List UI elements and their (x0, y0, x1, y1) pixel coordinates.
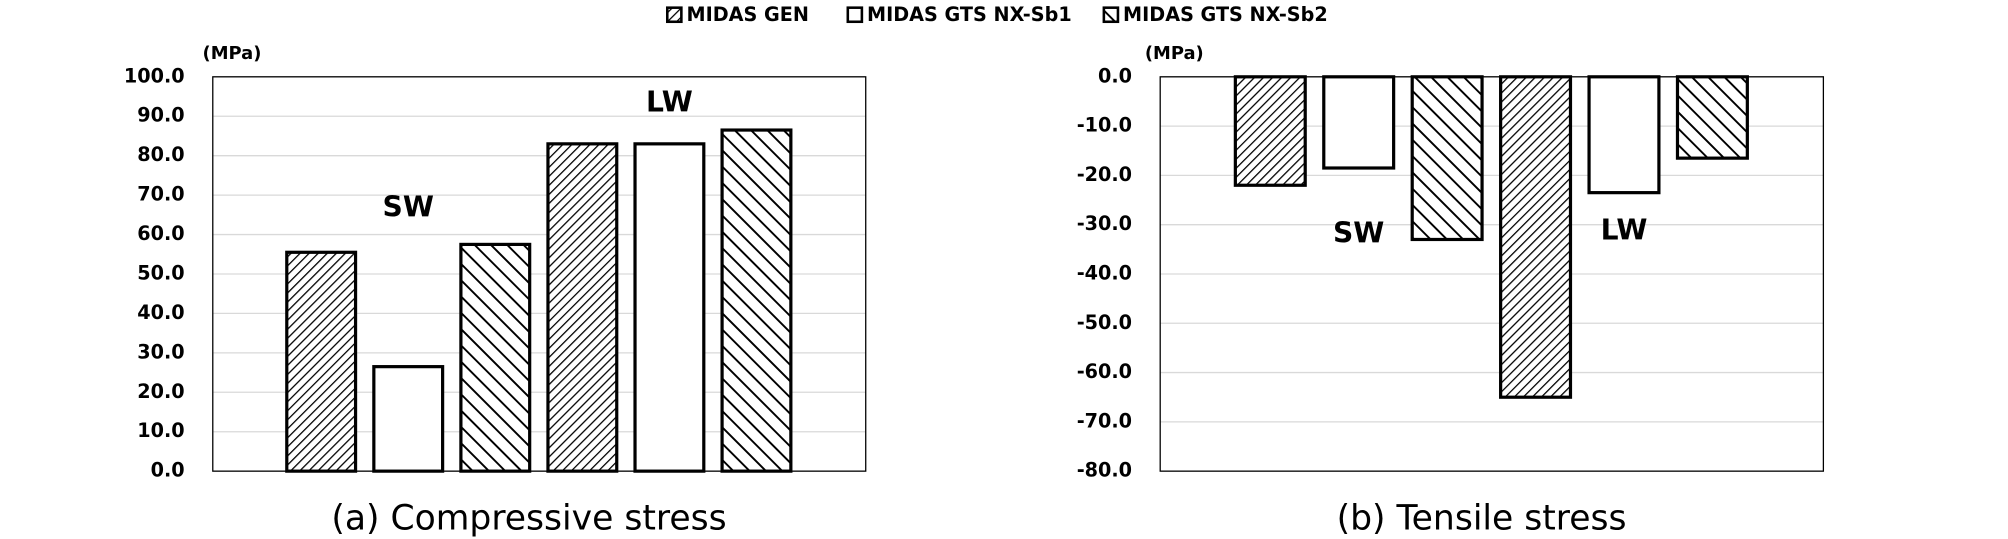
y-tick-label: -10.0 (1077, 114, 1132, 137)
legend-label: MIDAS GTS NX-Sb2 (1123, 3, 1328, 26)
legend-swatch (846, 6, 864, 24)
y-axis-label: (MPa) (1145, 43, 1204, 64)
bar (1233, 75, 1307, 187)
y-tick-label: -70.0 (1077, 409, 1132, 432)
y-tick-label: 90.0 (137, 104, 184, 127)
legend-label: MIDAS GEN (686, 3, 808, 26)
bar (633, 142, 706, 473)
group-label: SW (1333, 216, 1384, 249)
bar (1587, 75, 1661, 195)
legend-swatch (1102, 6, 1120, 24)
y-axis-label: (MPa) (203, 43, 262, 64)
bar (1322, 75, 1396, 170)
bar (459, 242, 532, 473)
y-tick-label: -20.0 (1077, 163, 1132, 186)
caption: (b) Tensile stress (1337, 498, 1627, 538)
bar (1410, 75, 1484, 242)
legend-swatch (666, 6, 683, 24)
y-tick-label: 60.0 (137, 222, 184, 245)
plot-border (212, 76, 867, 472)
caption: (a) Compressive stress (331, 498, 726, 538)
y-tick-label: -50.0 (1077, 311, 1132, 334)
plot-border (1159, 76, 1825, 472)
bar (285, 250, 358, 473)
y-tick-label: 20.0 (137, 380, 184, 403)
group-label: LW (646, 86, 693, 119)
bar (546, 142, 619, 473)
legend-label: MIDAS GTS NX-Sb1 (867, 3, 1072, 26)
y-tick-label: -80.0 (1077, 459, 1132, 482)
y-tick-label: 80.0 (137, 143, 184, 166)
y-tick-label: 100.0 (124, 64, 185, 87)
y-tick-label: 70.0 (137, 183, 184, 206)
bar (372, 365, 445, 473)
y-tick-label: -60.0 (1077, 360, 1132, 383)
y-tick-label: 10.0 (137, 419, 184, 442)
y-tick-label: 50.0 (137, 261, 184, 284)
bar (1499, 75, 1573, 399)
y-tick-label: -30.0 (1077, 212, 1132, 235)
group-label: SW (383, 191, 434, 224)
y-tick-label: 0.0 (151, 459, 185, 482)
bar (1675, 75, 1749, 160)
y-tick-label: 40.0 (137, 301, 184, 324)
group-label: LW (1601, 214, 1648, 247)
y-tick-label: -40.0 (1077, 261, 1132, 284)
y-tick-label: 30.0 (137, 340, 184, 363)
bar (720, 128, 793, 473)
y-tick-label: 0.0 (1098, 64, 1132, 87)
